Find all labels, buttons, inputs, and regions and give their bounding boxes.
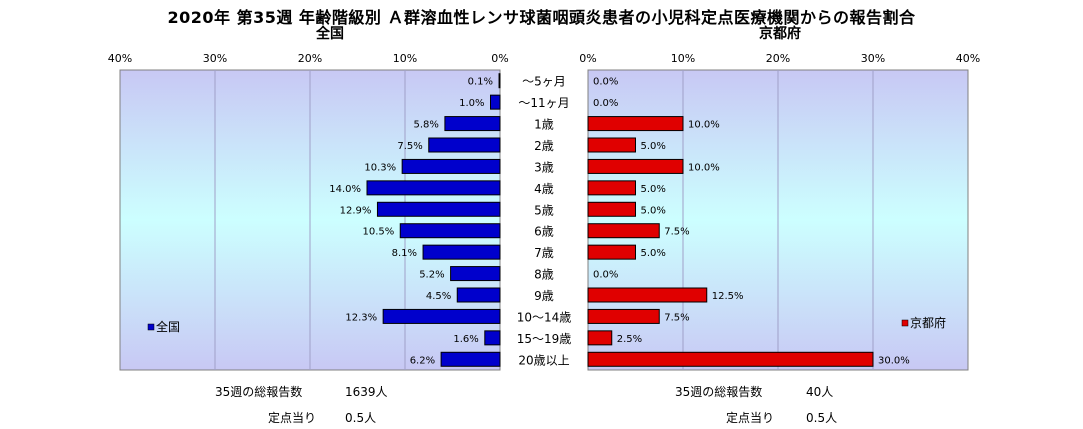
right-per-value: 0.5人 bbox=[806, 411, 838, 425]
right-bar bbox=[587, 158, 684, 174]
left-bar bbox=[456, 287, 501, 303]
left-bar bbox=[399, 223, 501, 239]
left-bar bbox=[440, 351, 501, 367]
right-tick-label: 40% bbox=[956, 52, 980, 65]
category-label: ～11ヶ月 bbox=[518, 96, 569, 110]
right-value-label: 12.5% bbox=[712, 291, 744, 302]
left-value-label: 1.6% bbox=[453, 334, 478, 345]
right-value-label: 10.0% bbox=[688, 162, 720, 173]
right-tick-label: 10% bbox=[671, 52, 695, 65]
left-value-label: 5.8% bbox=[413, 120, 438, 131]
left-value-label: 0.1% bbox=[468, 77, 493, 88]
category-label: ～5ヶ月 bbox=[522, 75, 566, 89]
left-bar bbox=[422, 244, 501, 260]
left-bar bbox=[490, 94, 501, 110]
left-per-value: 0.5人 bbox=[345, 411, 377, 425]
left-total-label: 35週の総報告数 bbox=[215, 385, 303, 399]
category-label: 5歳 bbox=[534, 203, 554, 217]
right-value-label: 5.0% bbox=[641, 205, 666, 216]
right-value-label: 5.0% bbox=[641, 141, 666, 152]
right-bar bbox=[587, 308, 660, 324]
category-label: 10～14歳 bbox=[517, 310, 572, 324]
right-bar bbox=[587, 180, 636, 196]
left-chart-title: 全国 bbox=[316, 26, 344, 42]
left-tick-label: 20% bbox=[298, 52, 322, 65]
left-bar bbox=[498, 73, 501, 89]
right-value-label: 30.0% bbox=[878, 355, 910, 366]
right-bar bbox=[587, 330, 613, 346]
category-label: 7歳 bbox=[534, 246, 554, 260]
left-tick-label: 0% bbox=[491, 52, 508, 65]
right-total-label: 35週の総報告数 bbox=[675, 385, 763, 399]
right-bar bbox=[587, 223, 660, 239]
left-value-label: 12.3% bbox=[345, 312, 377, 323]
category-label: 6歳 bbox=[534, 225, 554, 239]
right-bar bbox=[587, 287, 708, 303]
left-tick-label: 10% bbox=[393, 52, 417, 65]
left-per-label: 定点当り bbox=[268, 411, 317, 425]
left-value-label: 7.5% bbox=[397, 141, 422, 152]
category-label: 8歳 bbox=[534, 268, 554, 282]
right-chart-title: 京都府 bbox=[759, 26, 801, 42]
left-value-label: 6.2% bbox=[410, 355, 435, 366]
category-label: 20歳以上 bbox=[518, 353, 569, 367]
left-bar bbox=[428, 137, 501, 153]
right-bar bbox=[587, 201, 636, 217]
right-value-label: 10.0% bbox=[688, 120, 720, 131]
left-value-label: 1.0% bbox=[459, 98, 484, 109]
right-per-label: 定点当り bbox=[726, 411, 775, 425]
left-value-label: 14.0% bbox=[329, 184, 361, 195]
right-tick-label: 30% bbox=[861, 52, 885, 65]
right-legend-label: 京都府 bbox=[910, 315, 946, 330]
right-bar bbox=[587, 116, 684, 132]
right-value-label: 0.0% bbox=[593, 98, 618, 109]
left-value-label: 10.3% bbox=[364, 162, 396, 173]
right-tick-label: 0% bbox=[579, 52, 596, 65]
left-total-value: 1639人 bbox=[345, 385, 388, 399]
right-tick-label: 20% bbox=[766, 52, 790, 65]
left-value-label: 8.1% bbox=[392, 248, 417, 259]
category-label: 15～19歳 bbox=[517, 332, 572, 346]
chart-title: 2020年 第35週 年齢階級別 Ａ群溶血性レンサ球菌咽頭炎患者の小児科定点医療… bbox=[167, 8, 916, 27]
left-bar bbox=[382, 308, 501, 324]
left-bar bbox=[366, 180, 501, 196]
category-label: 3歳 bbox=[534, 160, 554, 174]
left-bar bbox=[376, 201, 501, 217]
right-bar bbox=[587, 244, 636, 260]
category-label: 2歳 bbox=[534, 139, 554, 153]
right-bar bbox=[587, 351, 874, 367]
category-label: 9歳 bbox=[534, 289, 554, 303]
right-value-label: 7.5% bbox=[664, 312, 689, 323]
right-legend-swatch bbox=[901, 319, 909, 327]
right-value-label: 0.0% bbox=[593, 270, 618, 281]
left-bar bbox=[450, 266, 501, 282]
right-value-label: 2.5% bbox=[617, 334, 642, 345]
left-value-label: 10.5% bbox=[362, 227, 394, 238]
right-value-label: 5.0% bbox=[641, 248, 666, 259]
left-tick-label: 30% bbox=[203, 52, 227, 65]
left-legend-label: 全国 bbox=[156, 319, 180, 334]
category-label: 4歳 bbox=[534, 182, 554, 196]
left-value-label: 12.9% bbox=[340, 205, 372, 216]
left-bar bbox=[401, 158, 501, 174]
left-legend-swatch bbox=[147, 323, 155, 331]
category-label: 1歳 bbox=[534, 118, 554, 132]
right-value-label: 7.5% bbox=[664, 227, 689, 238]
left-bar bbox=[484, 330, 501, 346]
left-bar bbox=[444, 116, 501, 132]
right-bar bbox=[587, 137, 636, 153]
left-tick-label: 40% bbox=[108, 52, 132, 65]
right-value-label: 5.0% bbox=[641, 184, 666, 195]
left-value-label: 5.2% bbox=[419, 270, 444, 281]
right-value-label: 0.0% bbox=[593, 77, 618, 88]
right-total-value: 40人 bbox=[806, 385, 834, 399]
left-value-label: 4.5% bbox=[426, 291, 451, 302]
